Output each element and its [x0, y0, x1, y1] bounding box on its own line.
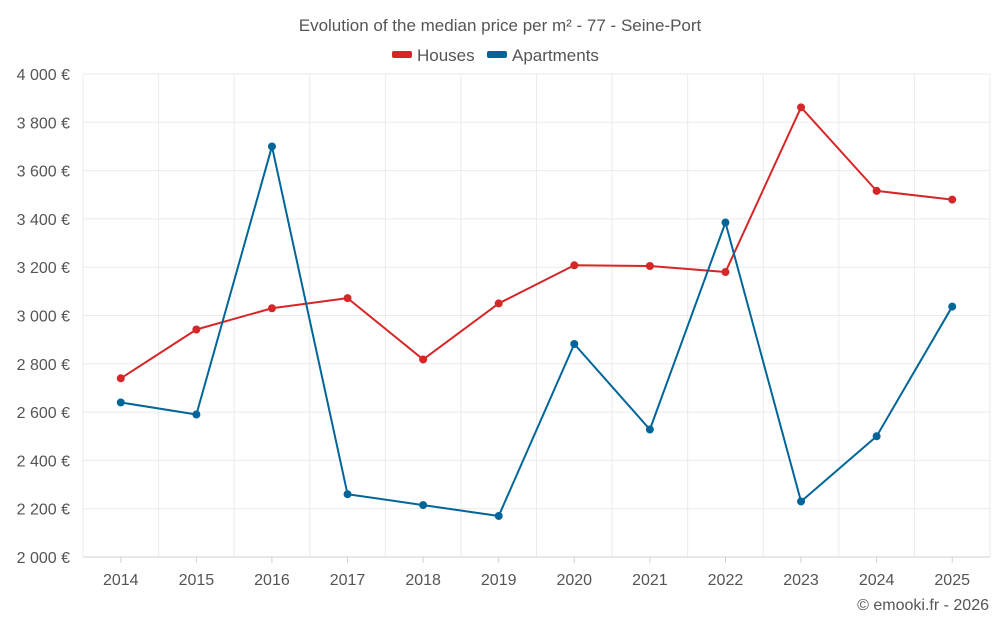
x-tick-label: 2016 [254, 572, 290, 589]
data-point-apartments[interactable] [192, 410, 201, 419]
chart-title: Evolution of the median price per m² - 7… [299, 16, 702, 35]
data-point-houses[interactable] [192, 325, 201, 334]
data-point-houses[interactable] [419, 355, 428, 364]
series-layer [116, 103, 957, 520]
x-tick-label: 2020 [556, 572, 592, 589]
x-tick-label: 2023 [783, 572, 819, 589]
y-axis: 2 000 € 2 200 € 2 400 € 2 600 € 2 800 € 3 000… [17, 67, 70, 567]
data-point-houses[interactable] [267, 304, 276, 313]
legend-swatch-apartments [487, 51, 507, 58]
series-line-apartments[interactable] [120, 145, 954, 517]
legend-swatch-houses [392, 51, 412, 58]
y-tick-label: 3 800 € [17, 115, 70, 132]
y-tick-label: 2 200 € [17, 502, 70, 519]
data-point-houses[interactable] [494, 299, 503, 308]
data-point-houses[interactable] [116, 374, 125, 383]
series-line-houses[interactable] [120, 106, 953, 380]
data-point-houses[interactable] [948, 195, 957, 204]
x-tick-label: 2021 [632, 572, 668, 589]
data-point-houses[interactable] [797, 103, 806, 112]
y-tick-label: 2 000 € [17, 550, 70, 567]
data-point-houses[interactable] [343, 294, 352, 303]
y-tick-label: 3 200 € [17, 260, 70, 277]
x-tick-label: 2019 [481, 572, 517, 589]
y-tick-label: 2 600 € [17, 405, 70, 422]
data-point-apartments[interactable] [343, 490, 352, 499]
data-point-apartments[interactable] [494, 511, 503, 520]
y-tick-label: 2 800 € [17, 357, 70, 374]
x-tick-label: 2025 [934, 572, 970, 589]
data-point-houses[interactable] [872, 186, 881, 195]
x-tick-label: 2017 [330, 572, 366, 589]
legend-label-apartments: Apartments [512, 46, 599, 65]
grid [82, 73, 991, 558]
data-point-houses[interactable] [721, 268, 730, 277]
legend[interactable]: Houses Apartments [392, 46, 599, 65]
x-tick-label: 2022 [708, 572, 744, 589]
data-point-apartments[interactable] [797, 497, 806, 506]
y-tick-label: 3 400 € [17, 212, 70, 229]
y-tick-label: 3 000 € [17, 309, 70, 326]
y-tick-label: 3 600 € [17, 164, 70, 181]
y-tick-label: 4 000 € [17, 67, 70, 84]
data-point-apartments[interactable] [721, 218, 730, 227]
legend-item-houses[interactable]: Houses [392, 46, 475, 65]
y-tick-label: 2 400 € [17, 453, 70, 470]
legend-label-houses: Houses [417, 46, 475, 65]
data-point-apartments[interactable] [645, 425, 654, 434]
data-point-houses[interactable] [570, 261, 579, 270]
x-axis: 2014 2015 2016 2017 2018 2019 2020 2021 2022 2023… [103, 557, 970, 589]
credit-text: © emooki.fr - 2026 [857, 597, 989, 614]
x-tick-label: 2015 [179, 572, 215, 589]
data-point-apartments[interactable] [872, 432, 881, 441]
data-point-apartments[interactable] [570, 339, 579, 348]
legend-item-apartments[interactable]: Apartments [487, 46, 599, 65]
data-point-apartments[interactable] [419, 501, 428, 510]
x-tick-label: 2018 [405, 572, 441, 589]
data-point-apartments[interactable] [267, 142, 276, 151]
x-tick-label: 2014 [103, 572, 139, 589]
series-houses[interactable] [116, 103, 957, 383]
data-point-houses[interactable] [645, 261, 654, 270]
data-point-apartments[interactable] [948, 302, 957, 311]
series-apartments[interactable] [116, 142, 957, 520]
x-tick-label: 2024 [859, 572, 895, 589]
data-point-apartments[interactable] [116, 398, 125, 407]
